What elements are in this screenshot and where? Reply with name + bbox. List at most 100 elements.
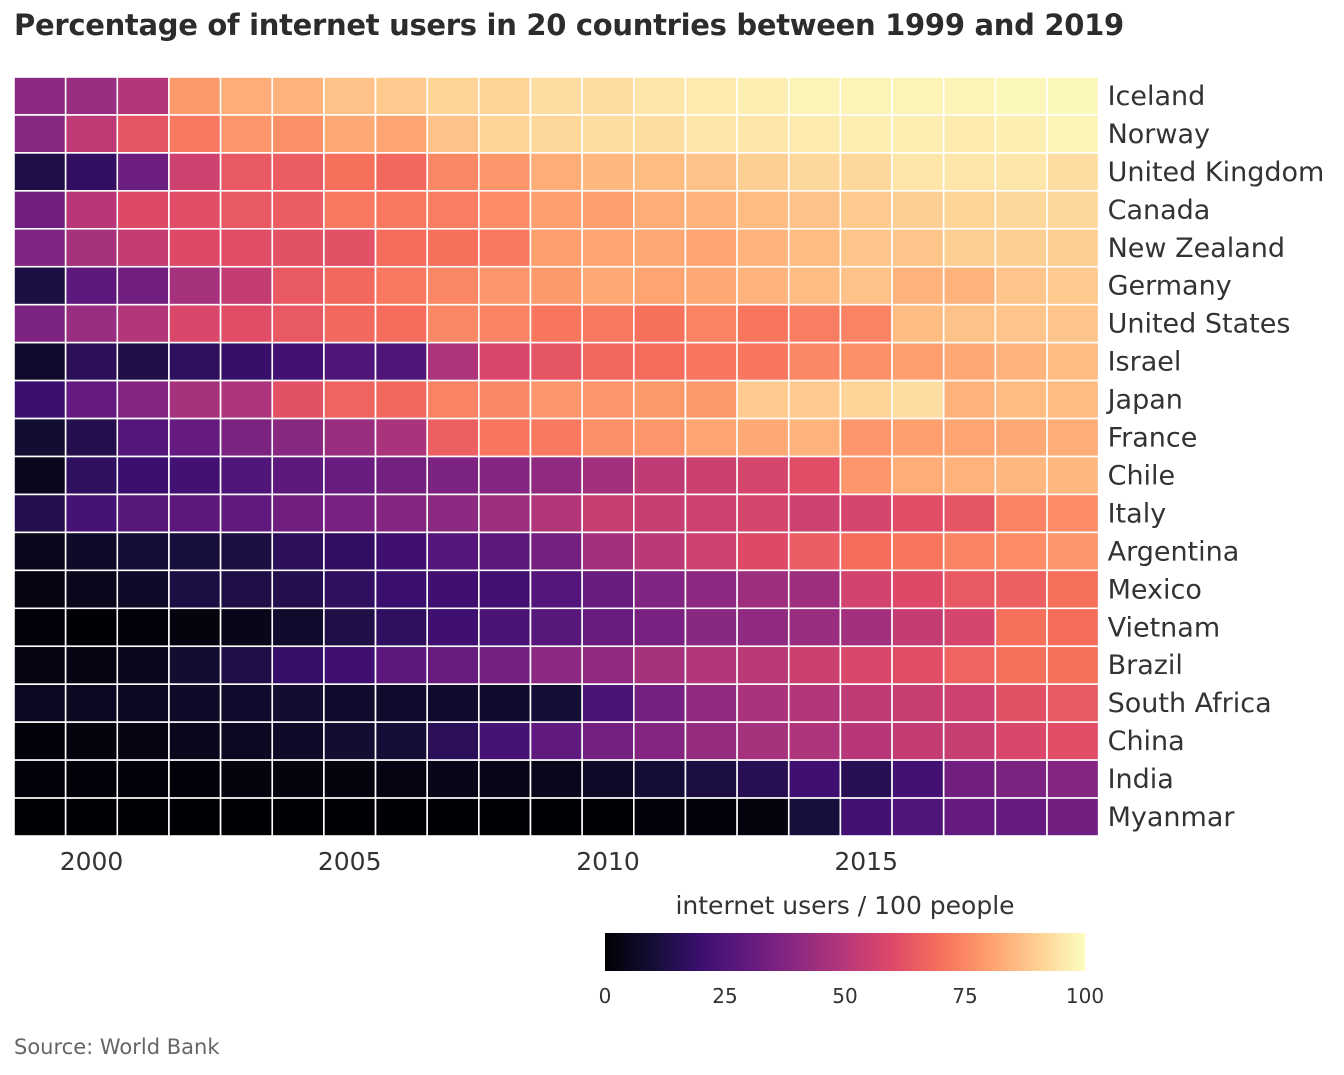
x-tick-label: 2005 [318, 847, 382, 876]
heatmap-cell [64, 531, 119, 572]
heatmap-cell [271, 341, 325, 382]
country-label: India [1108, 764, 1174, 795]
heatmap-cell [839, 759, 893, 799]
heatmap-cell [529, 265, 583, 306]
heatmap-cell [684, 493, 738, 534]
heatmap-cell [891, 76, 945, 116]
heatmap-cell [271, 455, 325, 496]
heatmap-cell [891, 114, 945, 154]
heatmap-cell [116, 341, 170, 382]
heatmap-cell [632, 797, 687, 837]
heatmap-cell [271, 683, 325, 723]
country-label: United Kingdom [1108, 157, 1325, 188]
heatmap-cell [271, 493, 325, 534]
heatmap-cell [529, 341, 583, 382]
heatmap-cell [219, 341, 274, 382]
heatmap-cell [168, 76, 222, 116]
heatmap-cell [271, 721, 325, 761]
heatmap-cell [994, 493, 1048, 534]
heatmap-cell [684, 76, 738, 116]
heatmap-cell [168, 607, 222, 648]
heatmap-cell [787, 341, 842, 382]
heatmap-cell [942, 531, 997, 572]
heatmap-cell [529, 76, 583, 116]
heatmap-cell [839, 265, 893, 306]
colorbar: internet users / 100 people 0 25 50 75 100 [599, 891, 1104, 1008]
heatmap-cell [1046, 265, 1100, 306]
heatmap-cell [64, 721, 119, 761]
heatmap-cell [839, 228, 893, 268]
heatmap-cell [219, 228, 274, 268]
country-label: Germany [1108, 271, 1232, 302]
heatmap-cell [426, 114, 480, 154]
heatmap-cell [684, 417, 738, 458]
heatmap-cell [994, 797, 1048, 837]
heatmap-cell [736, 76, 790, 116]
heatmap-cell [736, 341, 790, 382]
heatmap-cell [219, 569, 274, 610]
heatmap-cell [632, 531, 687, 572]
heatmap-cell [13, 721, 67, 761]
heatmap-cell [323, 265, 377, 306]
heatmap-cell [219, 379, 274, 420]
heatmap-cell [478, 417, 532, 458]
heatmap-cell [374, 228, 428, 268]
heatmap-cell [581, 379, 635, 420]
heatmap-cell [942, 303, 997, 344]
heatmap-cell [581, 303, 635, 344]
heatmap-cell [323, 379, 377, 420]
heatmap-cell [787, 797, 842, 837]
heatmap-cell [1046, 152, 1100, 192]
country-label: Chile [1108, 461, 1176, 492]
heatmap-cell [323, 797, 377, 837]
heatmap-cell [787, 228, 842, 268]
heatmap-cell [787, 493, 842, 534]
heatmap-cell [529, 683, 583, 723]
heatmap-cell [64, 303, 119, 344]
heatmap-cell [529, 797, 583, 837]
heatmap-cell [787, 721, 842, 761]
heatmap-cell [632, 190, 687, 230]
heatmap-cell [581, 531, 635, 572]
heatmap-cell [1046, 645, 1100, 686]
heatmap-cell [529, 417, 583, 458]
heatmap-cell [116, 531, 170, 572]
heatmap-cell [994, 417, 1048, 458]
heatmap-cell [1046, 493, 1100, 534]
heatmap-cell [426, 607, 480, 648]
heatmap-cell [271, 114, 325, 154]
heatmap-cell [1046, 190, 1100, 230]
heatmap-cell [684, 569, 738, 610]
heatmap-cell [271, 417, 325, 458]
heatmap-cell [13, 493, 67, 534]
heatmap-cell [1046, 114, 1100, 154]
heatmap-cell [64, 190, 119, 230]
heatmap-cell [994, 645, 1048, 686]
heatmap-cell [942, 607, 997, 648]
heatmap-cell [632, 265, 687, 306]
heatmap-cell [684, 341, 738, 382]
country-label: Canada [1108, 195, 1211, 226]
heatmap-cell [684, 759, 738, 799]
heatmap-cell [1046, 569, 1100, 610]
heatmap-cell [426, 417, 480, 458]
heatmap-cell [116, 152, 170, 192]
heatmap-cell [994, 531, 1048, 572]
heatmap-cell [168, 265, 222, 306]
heatmap-cell [323, 493, 377, 534]
heatmap-cell [64, 645, 119, 686]
heatmap-cell [168, 645, 222, 686]
colorbar-tick-label: 25 [712, 984, 737, 1008]
heatmap-cell [684, 455, 738, 496]
heatmap-cell [426, 683, 480, 723]
heatmap-cell [942, 152, 997, 192]
heatmap-cell [736, 228, 790, 268]
heatmap-cell [942, 265, 997, 306]
heatmap-cell [529, 645, 583, 686]
heatmap-cell [13, 645, 67, 686]
heatmap-cell [478, 759, 532, 799]
heatmap-cell [529, 531, 583, 572]
heatmap-cell [684, 303, 738, 344]
heatmap-cell [1046, 759, 1100, 799]
heatmap-cell [168, 228, 222, 268]
